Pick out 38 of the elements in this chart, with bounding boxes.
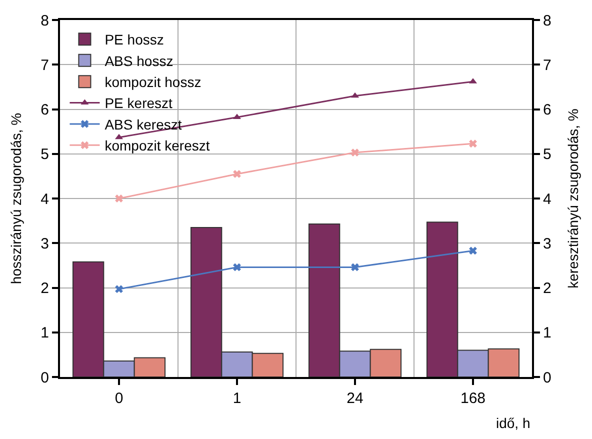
y2-tick-label: 2 <box>543 280 552 297</box>
y-tick-label: 2 <box>40 280 49 297</box>
point <box>115 285 123 294</box>
y2-tick-label: 6 <box>543 102 552 118</box>
point <box>469 140 477 148</box>
point <box>233 170 241 178</box>
x-axis-title: idő, h <box>496 415 530 431</box>
point <box>351 148 359 156</box>
legend-label: kompozit kereszt <box>104 138 210 154</box>
y2-tick-label: 7 <box>543 56 552 74</box>
legend-label: ABS kereszt <box>104 116 182 132</box>
x-tick-label: 1 <box>232 390 242 407</box>
y-tick-label: 4 <box>40 190 49 208</box>
y-tick-label: 0 <box>40 369 49 386</box>
y2-tick-label: 5 <box>543 146 552 164</box>
point <box>233 263 241 272</box>
y-tick-label: 6 <box>40 102 49 118</box>
y2-axis-title: keresztirányú zsugorodás, % <box>565 108 581 288</box>
x-tick-label: 168 <box>460 390 486 407</box>
y2-tick-label: 0 <box>543 369 552 386</box>
y2-tick-label: 3 <box>543 235 552 252</box>
legend-label: PE kereszt <box>104 95 173 112</box>
y2-tick-label: 4 <box>543 190 552 208</box>
y-tick-label: 7 <box>40 56 49 74</box>
x-tick-label: 24 <box>346 390 364 407</box>
y-axis-title: hosszirányú zsugorodás, % <box>8 112 24 284</box>
y-tick-label: 5 <box>40 146 49 164</box>
x-tick-label: 0 <box>114 390 124 407</box>
point <box>351 263 359 272</box>
legend-label: kompozit hossz <box>104 74 202 90</box>
y2-tick-label: 1 <box>543 324 552 342</box>
y-tick-label: 3 <box>40 235 49 252</box>
y-tick-label: 1 <box>40 324 49 342</box>
point <box>469 246 477 255</box>
y-tick-label: 8 <box>40 12 49 30</box>
legend-label: PE hossz <box>104 32 164 48</box>
y2-tick-label: 8 <box>543 12 552 30</box>
legend-label: ABS hossz <box>104 52 174 69</box>
